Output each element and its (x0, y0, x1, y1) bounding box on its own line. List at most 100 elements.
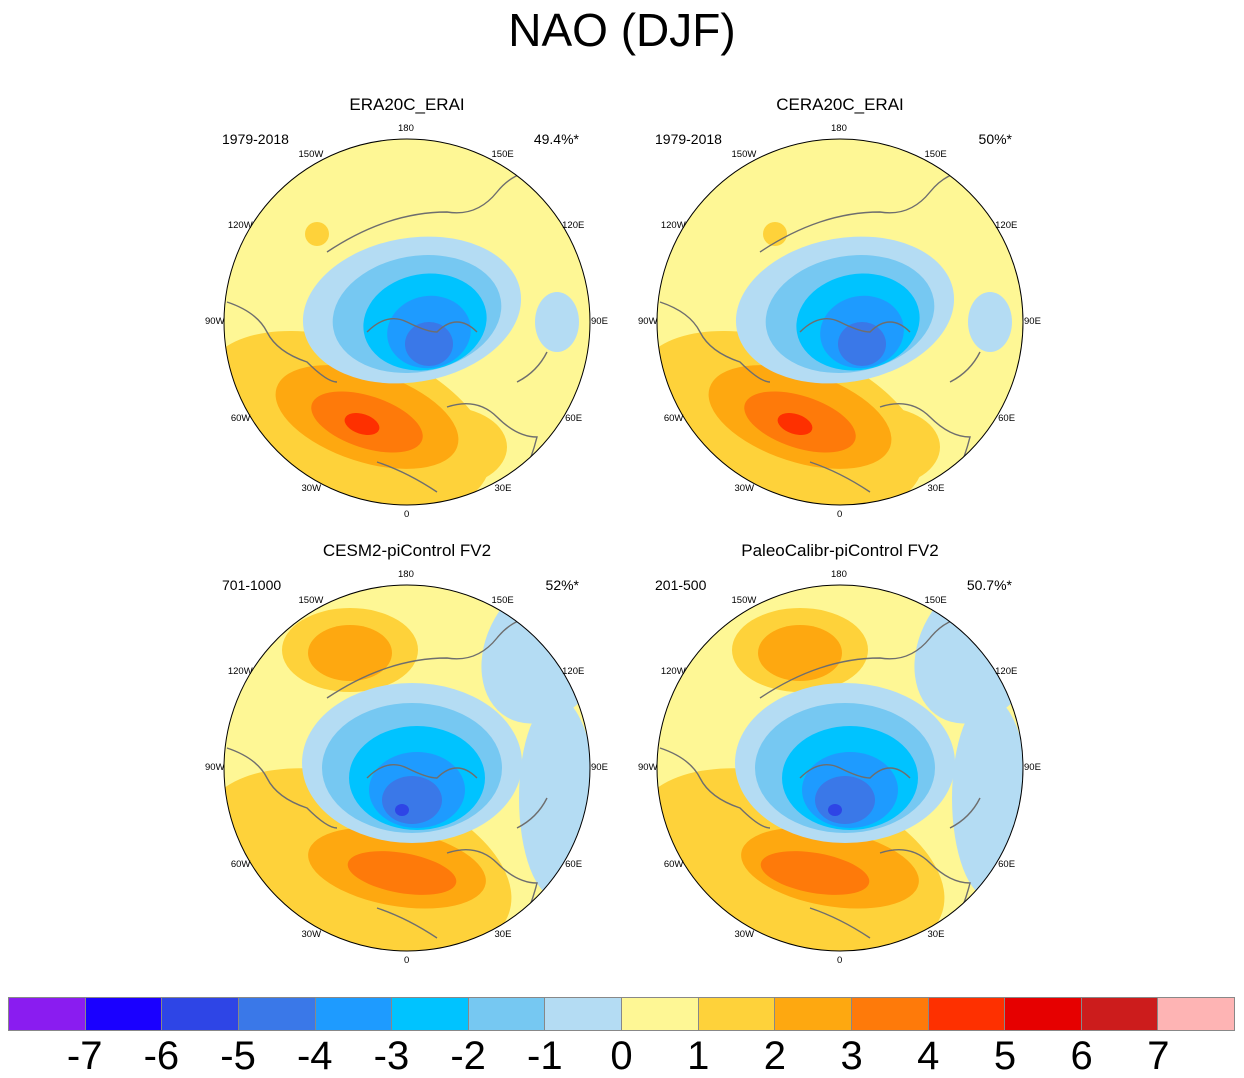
colorbar-swatch (1081, 998, 1159, 1030)
longitude-label: 120E (562, 665, 585, 677)
longitude-label: 90W (638, 762, 658, 773)
colorbar-swatch (9, 998, 86, 1030)
longitude-label: 60E (565, 412, 583, 424)
contour-region (405, 322, 453, 366)
colorbar-label: -7 (66, 1034, 103, 1078)
colorbar-label: 5 (993, 1034, 1017, 1078)
colorbar-swatch (851, 998, 929, 1030)
panel-variance: 49.4%* (533, 131, 579, 147)
colorbar-label: -3 (373, 1034, 410, 1078)
colorbar-swatch (545, 998, 622, 1030)
contour-region (344, 412, 380, 436)
longitude-label: 30W (734, 483, 755, 495)
longitude-label: 180 (831, 123, 847, 134)
longitude-label: 180 (398, 123, 414, 134)
longitude-label: 60E (998, 412, 1016, 424)
colorbar-label: 7 (1147, 1034, 1170, 1078)
longitude-label: 180 (398, 569, 414, 580)
panel-variance: 50.7%* (966, 577, 1012, 593)
longitude-label: 30E (494, 929, 512, 941)
longitude-label: 150E (924, 594, 947, 606)
longitude-label: 90W (205, 762, 225, 773)
longitude-label: 120E (995, 665, 1018, 677)
contour-region (308, 625, 392, 681)
longitude-label: 60W (230, 858, 251, 870)
coastlines (659, 170, 981, 498)
longitude-label: 30E (494, 483, 512, 495)
colorbar-swatch (928, 998, 1006, 1030)
contour-region (952, 698, 1023, 898)
longitude-label: 150E (491, 594, 514, 606)
contour-region (828, 804, 842, 816)
longitude-label: 0 (404, 955, 410, 966)
polar-map (656, 584, 1024, 952)
longitude-label: 30W (301, 929, 322, 941)
longitude-label: 60E (565, 858, 583, 870)
contour-region (758, 625, 842, 681)
map-border (223, 584, 591, 952)
figure-title: NAO (DJF) (508, 4, 736, 56)
longitude-label: 60E (998, 858, 1016, 870)
longitude-label: 60W (663, 858, 684, 870)
colorbar-swatch (162, 998, 239, 1030)
polar-map (223, 138, 591, 506)
longitude-label: 150W (731, 148, 757, 160)
longitude-label: 90W (205, 316, 225, 327)
longitude-label: 120E (562, 219, 585, 231)
colorbar-label: -6 (143, 1034, 180, 1078)
longitude-label: 120E (995, 219, 1018, 231)
map-panel: CERA20C_ERAI 1979-2018 50%* 180 150E 120E 90E 6… (630, 95, 1050, 535)
contour-region (838, 322, 886, 366)
longitude-label: 90E (591, 762, 608, 773)
longitude-label: 30W (301, 483, 322, 495)
colorbar (8, 997, 1235, 1031)
longitude-label: 0 (837, 509, 843, 520)
longitude-label: 30E (927, 483, 945, 495)
longitude-label: 90E (591, 316, 608, 327)
contour-region (305, 222, 329, 246)
coastlines (659, 616, 981, 944)
colorbar-swatch (1005, 998, 1082, 1030)
longitude-label: 30E (927, 929, 945, 941)
map-border (656, 138, 1024, 506)
colorbar-label: -5 (220, 1034, 256, 1078)
colorbar-swatch (1158, 998, 1234, 1030)
map-border (656, 584, 1024, 952)
contour-region (395, 804, 409, 816)
colorbar-label: 3 (840, 1034, 863, 1078)
map-panel: ERA20C_ERAI 1979-2018 49.4%* 180 150E 120E 90E… (197, 95, 617, 535)
map-border (223, 138, 591, 506)
longitude-label: 120W (227, 665, 253, 677)
longitude-label: 120W (660, 665, 686, 677)
longitude-label: 150W (298, 148, 324, 160)
contour-region (815, 776, 875, 824)
colorbar-label: 4 (917, 1034, 940, 1078)
panel-title: CERA20C_ERAI (776, 95, 904, 114)
map-panel: PaleoCalibr-piControl FV2 201-500 50.7%* 18… (630, 541, 1050, 981)
longitude-label: 180 (831, 569, 847, 580)
contour-region (519, 698, 590, 898)
contour-region (777, 412, 813, 436)
polar-map (656, 138, 1024, 506)
panel-title: PaleoCalibr-piControl FV2 (741, 541, 939, 560)
contour-region (535, 292, 579, 352)
longitude-label: 60W (663, 412, 684, 424)
longitude-label: 0 (837, 955, 843, 966)
longitude-label: 90W (638, 316, 658, 327)
colorbar-label: 0 (610, 1034, 633, 1078)
contour-region (760, 851, 870, 895)
longitude-label: 0 (404, 509, 410, 520)
panel-variance: 50%* (978, 131, 1012, 147)
map-panel: CESM2-piControl FV2 701-1000 52%* 180 150E 12… (197, 541, 617, 981)
contour-region (347, 851, 457, 895)
polar-map (223, 584, 591, 952)
colorbar-label: 2 (763, 1034, 786, 1078)
colorbar-swatch (315, 998, 393, 1030)
longitude-label: 150E (491, 148, 514, 160)
panel-period: 701-1000 (222, 577, 282, 593)
colorbar-swatch (238, 998, 316, 1030)
panel-period: 201-500 (655, 577, 707, 593)
coastlines (226, 170, 548, 498)
colorbar-label: -1 (527, 1034, 563, 1078)
longitude-label: 90E (1024, 316, 1041, 327)
